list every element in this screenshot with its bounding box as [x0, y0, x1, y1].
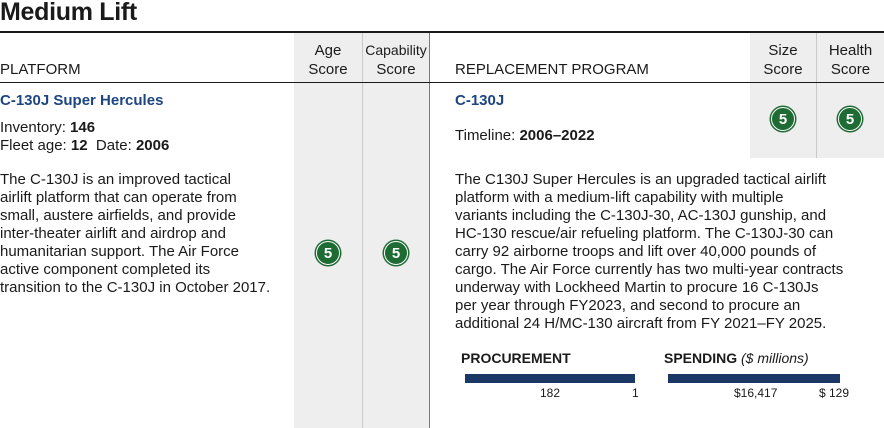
timeline-line: Timeline: 2006–2022 — [455, 127, 595, 144]
capability-score-header-line1: Capability — [365, 42, 427, 58]
replacement-program-name: C-130J — [455, 92, 505, 109]
description-line: transition to the C-130J in October 2017… — [0, 279, 271, 296]
column-divider — [362, 33, 363, 428]
health-score-header-line2: Score — [830, 61, 871, 78]
description-line: airlift platform that can operate from — [0, 189, 237, 206]
size-score-column — [750, 33, 816, 158]
description-line: The C-130J is an improved tactical — [0, 171, 231, 188]
description-line: cargo. The Air Force currently has two m… — [455, 261, 844, 278]
age-score-header-line1: Age — [314, 42, 342, 59]
description-line: small, austere airfields, and provide — [0, 207, 236, 224]
size-score-badge: 5 — [771, 107, 795, 131]
age-score-column — [294, 33, 362, 428]
column-divider — [816, 33, 817, 158]
procurement-left-value: 182 — [540, 386, 561, 400]
description-line: humanitarian support. The Air Force — [0, 243, 240, 260]
capability-score-header-line2: Score — [376, 61, 416, 78]
size-score-header-line1: Size — [768, 42, 798, 59]
age-score-header: Age Score — [294, 41, 362, 79]
inventory-value: 146 — [70, 119, 96, 136]
description-line: platform with a medium-lift capability w… — [455, 189, 784, 206]
spending-right-value: $ 129 — [819, 386, 850, 400]
date-label: Date: — [95, 137, 132, 154]
procurement-right-value: 1 — [632, 386, 639, 400]
age-score-badge: 5 — [316, 241, 340, 265]
fleet-age-line: Fleet age: 12 Date: 2006 — [0, 137, 169, 154]
procurement-label: PROCUREMENT — [461, 350, 571, 366]
timeline-label: Timeline: — [455, 127, 516, 144]
health-score-header: Health Score — [817, 41, 884, 79]
platform-description: The C-130J is an improved tactical airli… — [0, 171, 292, 297]
timeline-value: 2006–2022 — [519, 127, 595, 144]
description-line: The C130J Super Hercules is an upgraded … — [455, 171, 827, 188]
health-score-badge: 5 — [838, 107, 862, 131]
column-divider — [429, 33, 430, 428]
age-score-header-line2: Score — [308, 61, 348, 78]
spending-header: SPENDING ($ millions) — [664, 350, 809, 366]
description-line: carry 92 airborne troops and lift over 4… — [455, 243, 817, 260]
size-score-header-line2: Score — [763, 61, 803, 78]
capability-score-badge: 5 — [384, 241, 408, 265]
inventory-line: Inventory: 146 — [0, 119, 95, 136]
capability-score-column — [363, 33, 429, 428]
procurement-bar — [465, 374, 635, 383]
title-rule — [0, 31, 884, 33]
description-line: inter-theater airlift and airdrop and — [0, 225, 226, 242]
spending-unit: ($ millions) — [741, 350, 809, 366]
spending-label: SPENDING — [664, 350, 738, 366]
date-value: 2006 — [135, 137, 170, 154]
fleet-age-value: 12 — [70, 137, 88, 154]
size-score-header: Size Score — [750, 41, 816, 79]
description-line: additional 24 H/MC-130 aircraft from FY … — [455, 315, 827, 332]
health-score-column — [817, 33, 884, 158]
capability-score-header: Capability Score — [363, 41, 429, 79]
replacement-description: The C130J Super Hercules is an upgraded … — [455, 171, 880, 333]
replacement-program-header: REPLACEMENT PROGRAM — [455, 61, 649, 78]
description-line: active component completed its — [0, 261, 211, 278]
description-line: variants including the C-130J-30, AC-130… — [455, 207, 827, 224]
inventory-label: Inventory: — [0, 119, 66, 136]
page-title: Medium Lift — [0, 0, 137, 26]
platform-header: PLATFORM — [0, 61, 81, 78]
spending-left-value: $16,417 — [734, 386, 778, 400]
header-rule — [0, 82, 884, 83]
description-line: underway with Lockheed Martin to procure… — [455, 279, 819, 296]
description-line: per year through FY2023, and second to p… — [455, 297, 801, 314]
fleet-age-label: Fleet age: — [0, 137, 67, 154]
spending-bar — [668, 374, 840, 383]
platform-name: C-130J Super Hercules — [0, 92, 164, 109]
description-line: HC-130 rescue/air refueling platform. Th… — [455, 225, 834, 242]
health-score-header-line1: Health — [828, 42, 873, 59]
